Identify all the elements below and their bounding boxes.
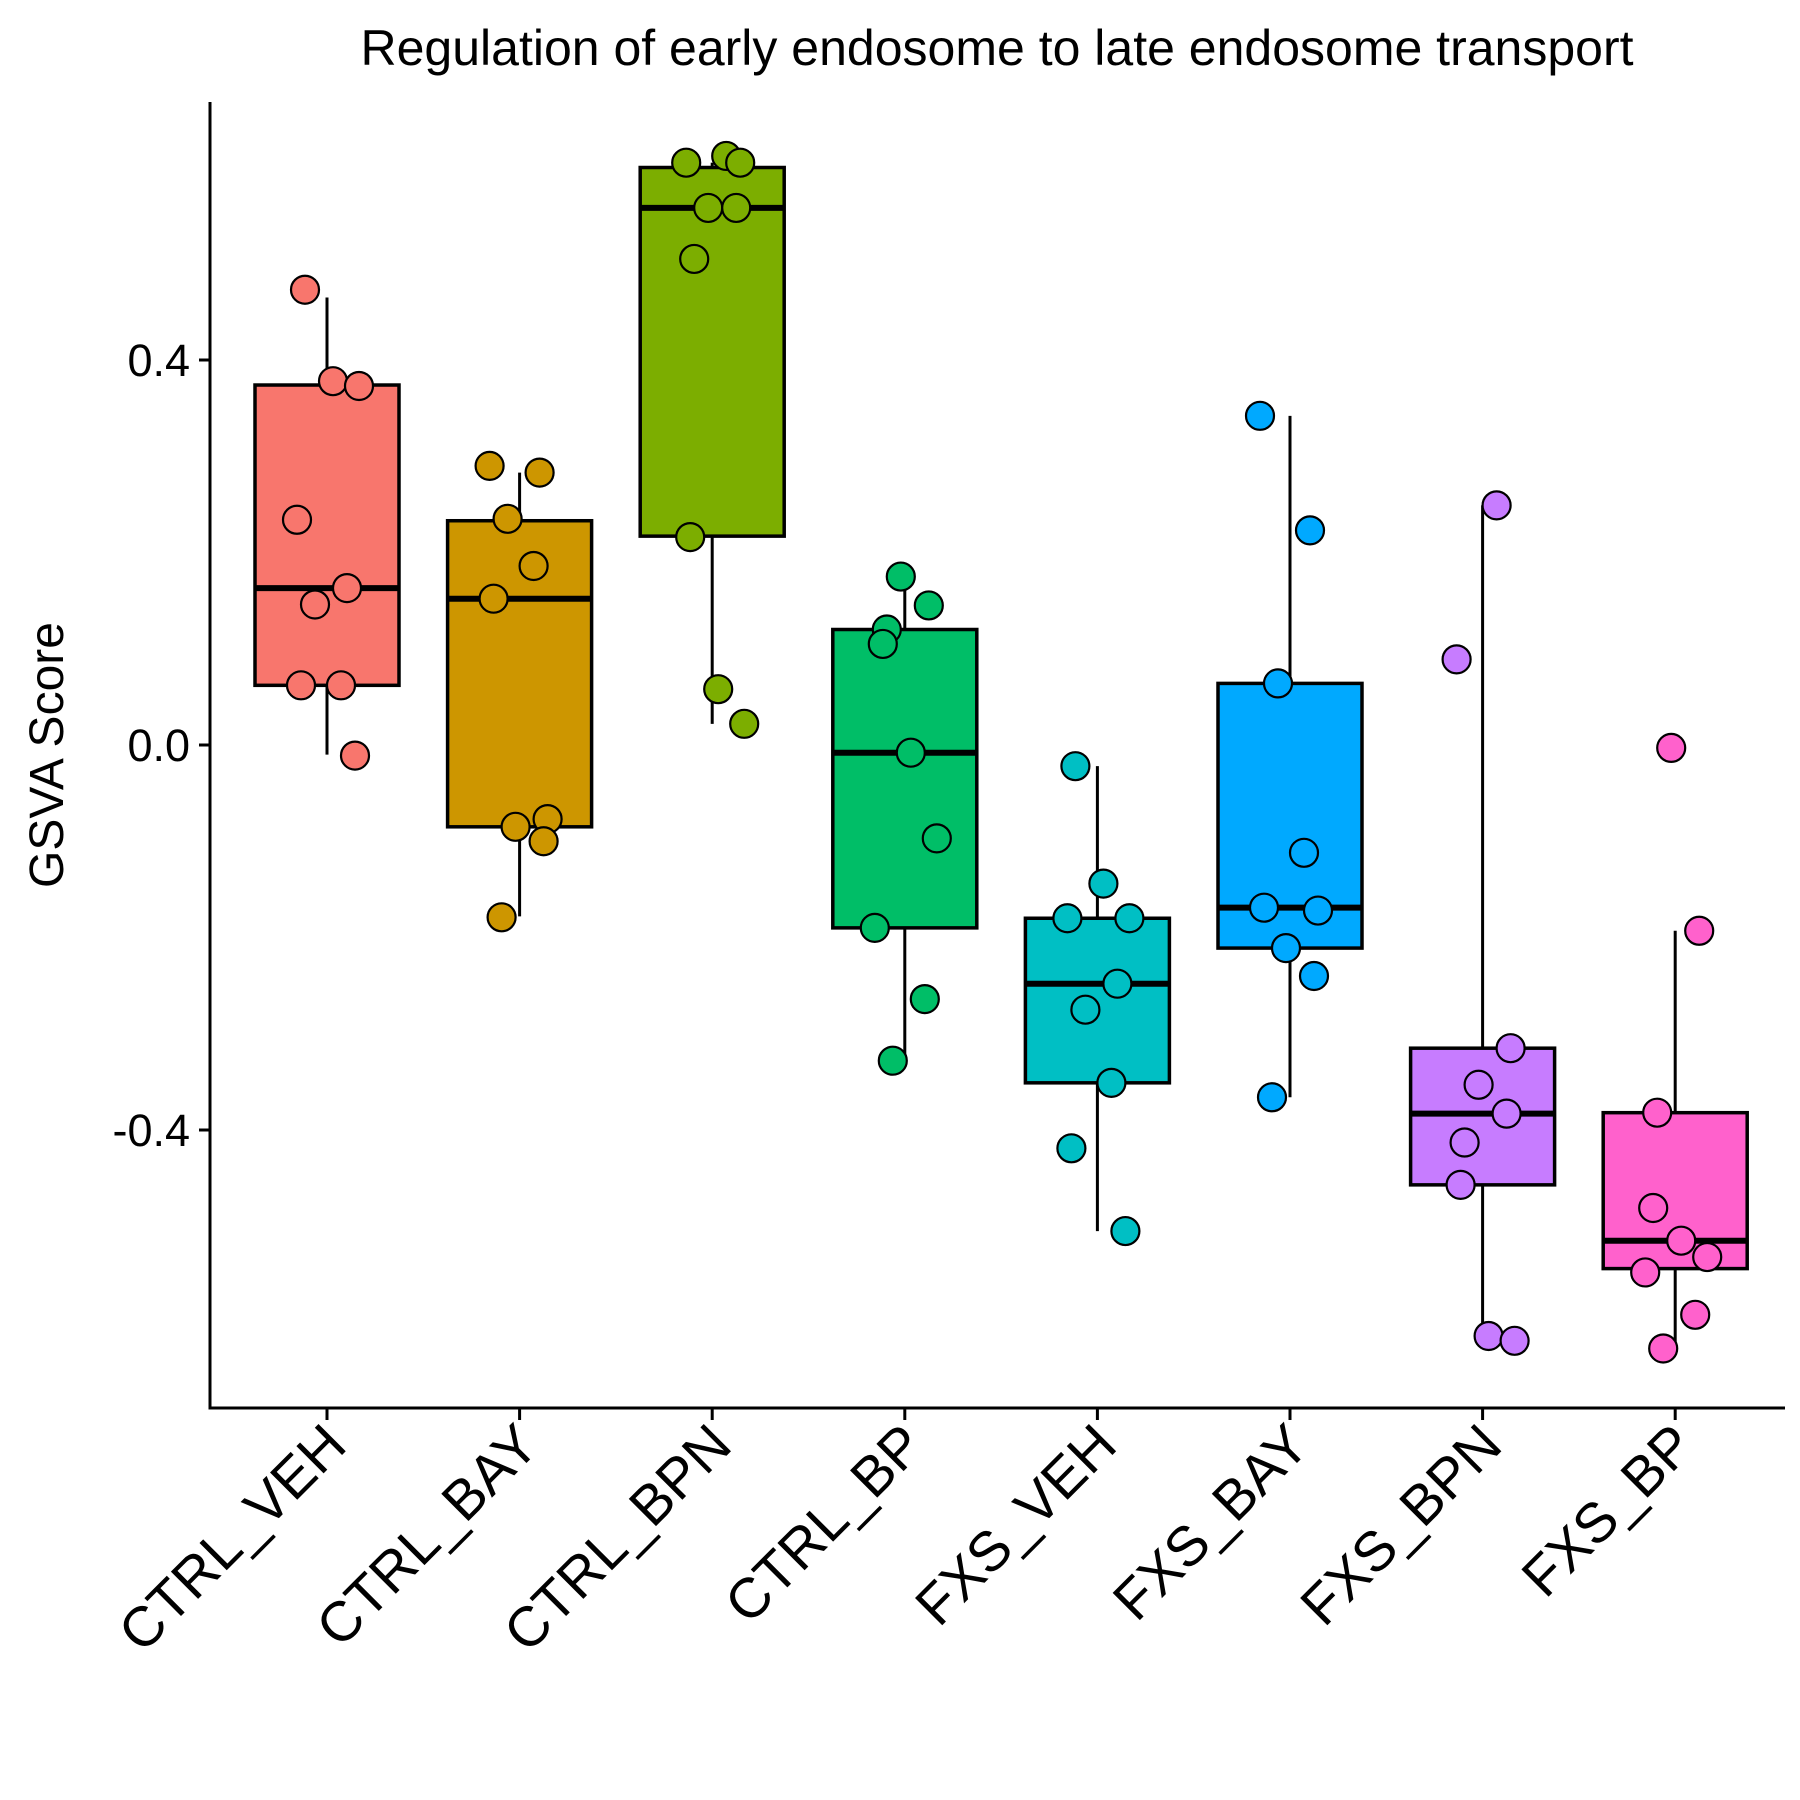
box-iqr	[253, 383, 401, 688]
x-tick-label: FXS_BPN	[1288, 1412, 1513, 1637]
data-point	[1445, 1169, 1476, 1200]
box-iqr	[831, 627, 979, 930]
data-point	[859, 912, 890, 943]
box-iqr	[1216, 681, 1364, 950]
data-point	[679, 243, 710, 275]
data-point	[339, 740, 371, 771]
y-tick-label: 0.0	[127, 720, 190, 771]
data-point	[524, 457, 555, 488]
data-point	[1110, 1215, 1141, 1247]
box-iqr	[638, 165, 786, 538]
data-point	[725, 147, 756, 178]
data-point	[1630, 1257, 1661, 1288]
data-point	[528, 826, 559, 857]
data-point	[1463, 1069, 1494, 1100]
data-point	[1114, 903, 1145, 934]
x-tick-label: FXS_BAY	[1101, 1412, 1321, 1632]
data-point	[1052, 903, 1083, 934]
data-point	[671, 147, 702, 178]
data-point	[1648, 1333, 1679, 1364]
data-point	[317, 366, 349, 397]
data-point	[1298, 960, 1330, 992]
data-point	[1481, 490, 1512, 521]
data-point	[721, 192, 752, 224]
data-point	[1244, 400, 1276, 431]
data-point	[693, 192, 724, 224]
data-point	[1666, 1225, 1697, 1256]
data-point	[518, 550, 549, 582]
box-group	[1023, 766, 1172, 1232]
data-point	[325, 670, 357, 701]
data-point	[1288, 837, 1320, 868]
data-point	[1491, 1098, 1522, 1129]
data-point	[1060, 751, 1091, 782]
data-point	[913, 590, 944, 621]
data-point	[299, 589, 331, 620]
data-point	[492, 503, 523, 534]
box-group	[1601, 930, 1749, 1349]
data-point	[478, 583, 509, 614]
box-group	[831, 581, 979, 1060]
y-tick-label: 0.4	[127, 335, 190, 386]
data-point	[1692, 1241, 1723, 1273]
data-point	[1642, 1097, 1673, 1128]
data-point	[343, 370, 375, 402]
data-point	[1070, 994, 1101, 1025]
box-group	[638, 162, 786, 724]
data-point	[486, 902, 517, 933]
y-axis-label: GSVA Score	[21, 622, 74, 888]
data-point	[909, 983, 940, 1015]
data-point	[331, 573, 363, 604]
data-point	[1270, 932, 1302, 964]
data-point	[867, 628, 898, 660]
data-point	[1638, 1192, 1669, 1224]
data-point	[285, 670, 317, 701]
data-point	[1096, 1067, 1127, 1098]
x-tick-label: FXS_BP	[1509, 1412, 1705, 1608]
data-point	[1473, 1320, 1504, 1352]
data-point	[1294, 515, 1326, 546]
data-point	[1056, 1133, 1087, 1164]
data-point	[1441, 644, 1472, 675]
data-point	[1248, 892, 1280, 923]
data-point	[675, 521, 706, 553]
data-point	[1499, 1325, 1530, 1356]
data-point	[1262, 668, 1294, 699]
data-point	[729, 708, 760, 739]
data-point	[1656, 732, 1687, 763]
box-group	[1408, 505, 1557, 1341]
data-point	[1088, 868, 1119, 899]
y-tick-label: -0.4	[112, 1105, 190, 1156]
box-group	[445, 472, 594, 917]
data-point	[500, 811, 531, 842]
chart-title: Regulation of early endosome to late end…	[361, 20, 1634, 76]
x-tick-label: CTRL_BP	[712, 1412, 935, 1635]
data-point	[1449, 1127, 1480, 1158]
data-point	[289, 274, 321, 305]
data-point	[877, 1045, 908, 1076]
data-point	[921, 823, 952, 854]
data-point	[281, 504, 313, 535]
data-point	[703, 674, 734, 705]
data-point	[1680, 1299, 1711, 1330]
data-point	[1684, 915, 1715, 946]
data-point	[1302, 895, 1334, 926]
plot-area	[253, 140, 1749, 1364]
data-point	[1256, 1082, 1288, 1113]
box-group	[253, 297, 401, 755]
data-point	[885, 561, 916, 592]
data-point	[1102, 968, 1133, 999]
data-point	[474, 450, 505, 481]
box-group	[1216, 415, 1364, 1098]
data-point	[895, 737, 926, 768]
data-point	[1495, 1033, 1526, 1064]
x-tick-label: FXS_VEH	[903, 1412, 1128, 1637]
